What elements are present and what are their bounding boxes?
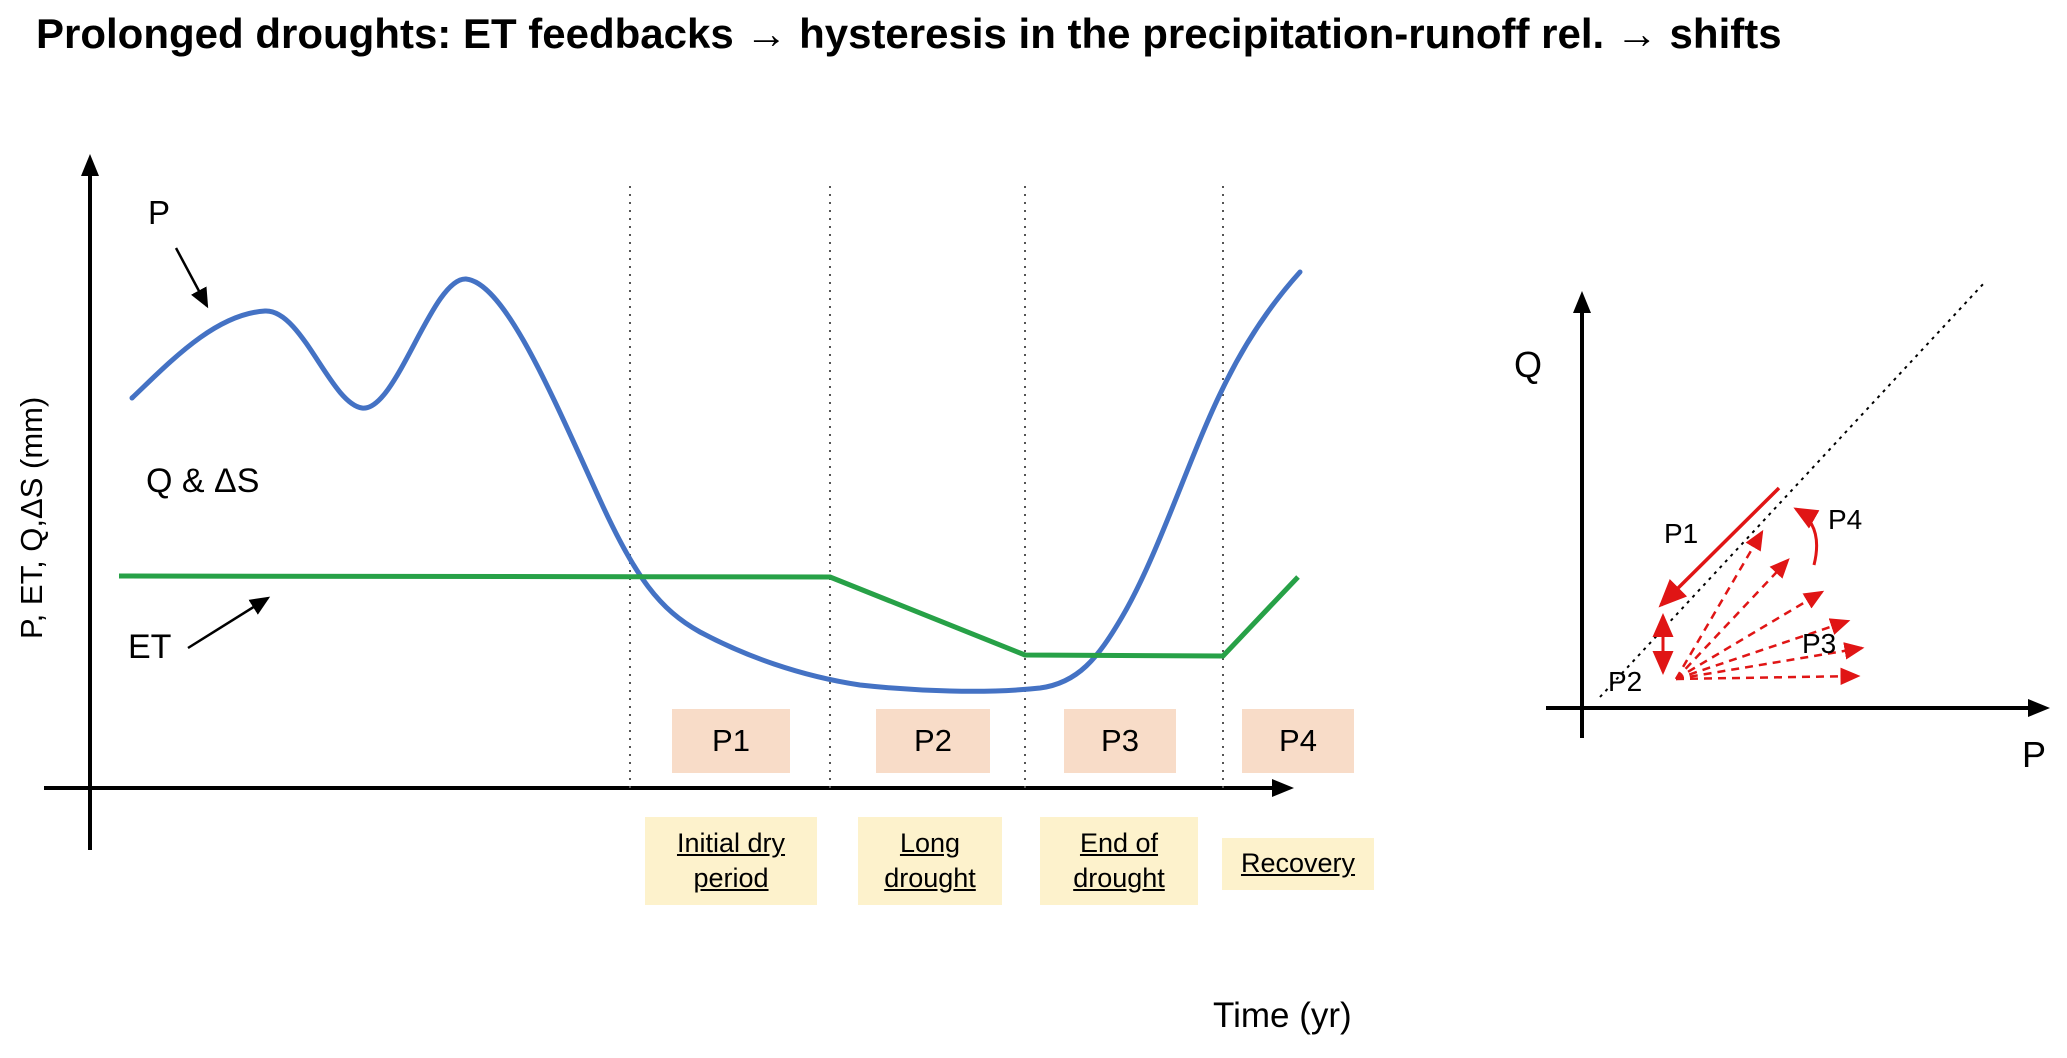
period-badge-p4: P4 [1242,709,1354,773]
period-badge-p1: P1 [672,709,790,773]
phase-label-p2: P2 [1608,666,1643,697]
period-name-end-of-drought: End of drought [1040,817,1198,905]
period-badge-label: P3 [1101,723,1139,758]
page-title: Prolonged droughts: ET feedbacks → hyste… [36,10,1782,57]
time-axis-label: Time (yr) [1213,996,1352,1035]
left-y-axis-arrowhead [81,154,99,176]
p1-decline-arrow [1658,486,1781,608]
period-badge-label: P4 [1279,723,1317,758]
series-curves [118,269,1303,694]
period-name-label: End of drought [1073,827,1165,893]
right-y-axis-arrowhead [1573,291,1591,313]
precipitation-curve-label: P [148,194,171,231]
period-badge-p2: P2 [876,709,990,773]
left-y-axis-label: P, ET, Q,ΔS (mm) [14,396,49,640]
phase-label-p4: P4 [1828,504,1863,535]
recovery-fan-arrow [1675,667,1861,686]
right-x-axis-arrowhead [2028,699,2050,717]
period-name-initial-dry: Initial dry period [645,817,817,905]
one-to-one-dotted-line [1599,281,1986,698]
right-axes [1546,281,2050,738]
phase-label-p3: P3 [1802,628,1837,659]
period-badge-p3: P3 [1064,709,1176,773]
period-name-label: Long drought [884,827,976,893]
runoff-storage-label: Q & ΔS [146,462,260,500]
period-name-long-drought: Long drought [858,817,1002,905]
period-name-recovery: Recovery [1222,838,1374,890]
recovery-fan-arrow [1675,642,1865,681]
left-annotations [174,247,271,650]
et-label-arrow [187,596,271,650]
recovery-fan-arrow [1675,590,1825,681]
period-badge-label: P2 [914,723,952,758]
phase-label-p1: P1 [1664,518,1699,549]
recovery-fan-arrow [1674,529,1764,680]
et-curve-label: ET [128,628,172,666]
period-name-label: Recovery [1240,848,1356,879]
right-x-axis-label: P [2022,734,2047,775]
recovery-arrow-fan [1674,529,1865,686]
right-y-axis-label: Q [1514,344,1543,385]
period-badge-label: P1 [712,723,750,758]
p4-return-arrow [1793,507,1820,566]
period-name-label: Initial dry period [676,827,786,893]
left-axes [44,154,1294,850]
p-label-arrow [174,247,209,309]
left-x-axis-arrowhead [1272,779,1294,797]
et-curve [118,573,1300,659]
period-dividers [629,186,1224,788]
precipitation-curve [129,269,1303,694]
hysteresis-arrows [1652,486,1865,686]
recovery-fan-arrow [1675,618,1851,681]
